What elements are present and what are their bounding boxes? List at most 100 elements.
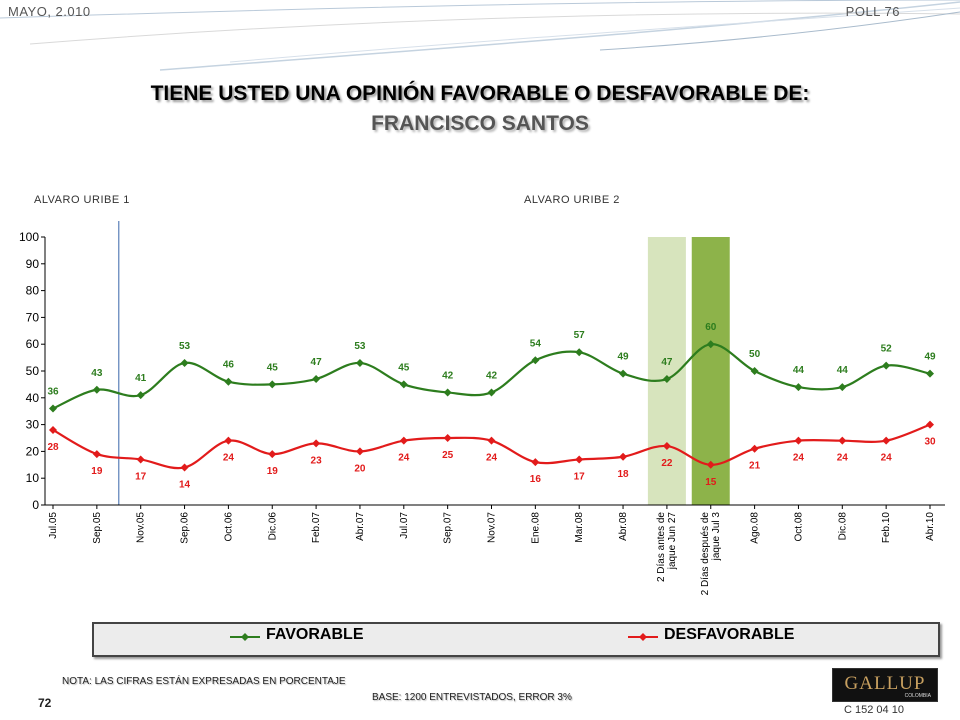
- x-tick-label: 2 Días antes de jaque Jun 27: [656, 512, 678, 582]
- favorable-point: [926, 369, 934, 378]
- desfavorable-data-label: 24: [486, 453, 498, 464]
- favorable-data-label: 49: [924, 352, 936, 363]
- x-tick-label-line: jaque Jul 3: [711, 512, 722, 562]
- desfavorable-point: [180, 463, 189, 472]
- chart-legend: [92, 622, 940, 657]
- desfavorable-data-label: 17: [135, 471, 147, 482]
- x-tick-label: Sep.05: [92, 512, 103, 544]
- period-label-uribe-2: ALVARO URIBE 2: [524, 194, 620, 206]
- favorable-point: [180, 358, 189, 367]
- x-tick-label-line: Abr.08: [618, 512, 629, 541]
- y-tick-label: 80: [26, 284, 40, 298]
- favorable-data-label: 57: [574, 330, 586, 341]
- x-tick-label-line: Sep.05: [92, 512, 103, 544]
- favorable-point: [92, 385, 101, 394]
- desfavorable-data-label: 21: [749, 461, 761, 472]
- y-tick-label: 90: [26, 257, 40, 271]
- desfavorable-point: [355, 447, 364, 456]
- x-tick-label-line: Ago.08: [750, 512, 761, 544]
- x-tick-label: Abr.10: [925, 512, 936, 541]
- desfavorable-point: [268, 450, 277, 459]
- page-number: 72: [38, 696, 52, 710]
- desfavorable-point: [794, 436, 803, 445]
- desfavorable-data-label: 19: [267, 466, 279, 477]
- desfavorable-point: [136, 455, 145, 464]
- favorable-point: [531, 356, 540, 365]
- favorable-data-label: 47: [661, 357, 673, 368]
- x-tick-label: Oct.08: [793, 512, 804, 542]
- x-tick-label: Feb.10: [881, 512, 892, 544]
- y-tick-label: 10: [26, 471, 40, 485]
- favorable-point: [882, 361, 891, 370]
- x-tick-label: Abr.07: [355, 512, 366, 541]
- favorable-point: [619, 369, 628, 378]
- y-tick-label: 40: [26, 391, 40, 405]
- desfavorable-data-label: 24: [223, 453, 235, 464]
- desfavorable-data-label: 18: [617, 469, 629, 480]
- favorable-data-label: 44: [793, 365, 805, 376]
- desfavorable-point: [619, 452, 628, 461]
- x-tick-label-line: Oct.08: [793, 512, 804, 542]
- desfavorable-data-label: 17: [574, 471, 586, 482]
- sample-base-note: BASE: 1200 ENTREVISTADOS, ERROR 3%: [372, 692, 572, 703]
- favorable-point: [706, 340, 715, 349]
- favorable-point: [399, 380, 408, 389]
- favorable-point: [575, 348, 584, 357]
- desfavorable-point: [706, 460, 715, 469]
- x-tick-label: Jul.07: [399, 512, 410, 539]
- favorable-data-label: 45: [267, 362, 279, 373]
- x-tick-label: Nov.05: [136, 512, 147, 543]
- desfavorable-data-label: 20: [354, 463, 366, 474]
- x-tick-label: Feb.07: [311, 512, 322, 544]
- favorable-data-label: 41: [135, 373, 147, 384]
- desfavorable-point: [662, 442, 671, 451]
- favorable-point: [838, 383, 847, 392]
- y-tick-label: 30: [26, 418, 40, 432]
- x-tick-label: Jul.05: [48, 512, 59, 539]
- x-tick-label-line: Jul.05: [48, 512, 59, 539]
- x-tick-label-line: Abr.07: [355, 512, 366, 541]
- x-tick-label-line: Dic.08: [837, 512, 848, 541]
- legend-desfavorable-label: DESFAVORABLE: [664, 626, 795, 643]
- desfavorable-point: [49, 425, 57, 434]
- desfavorable-data-label: 23: [311, 455, 323, 466]
- favorable-data-label: 42: [486, 370, 498, 381]
- logo-wordmark: GALLUP: [844, 673, 926, 694]
- favorable-point: [268, 380, 277, 389]
- y-tick-label: 100: [19, 230, 39, 244]
- legend-desfavorable-marker: [628, 633, 658, 641]
- desfavorable-point: [750, 444, 759, 453]
- desfavorable-point: [312, 439, 321, 448]
- report-date: MAYO, 2.010: [8, 4, 91, 19]
- x-tick-label-line: jaque Jun 27: [667, 512, 678, 571]
- x-tick-label: Ene.08: [530, 512, 541, 544]
- x-tick-label-line: Oct.06: [223, 512, 234, 542]
- x-tick-label: Sep.06: [180, 512, 191, 544]
- x-tick-label: Oct.06: [223, 512, 234, 542]
- x-tick-label: Dic.06: [267, 512, 278, 541]
- desfavorable-point: [838, 436, 847, 445]
- legend-favorable-marker: [230, 633, 260, 641]
- favorable-data-label: 60: [705, 322, 717, 333]
- x-tick-label: Nov.07: [487, 512, 498, 543]
- favorable-point: [443, 388, 452, 397]
- x-tick-label-line: Sep.06: [180, 512, 191, 544]
- favorable-point: [355, 358, 364, 367]
- desfavorable-point: [531, 458, 540, 467]
- favorable-point: [312, 375, 321, 384]
- favorable-data-label: 50: [749, 349, 761, 360]
- desfavorable-data-label: 24: [793, 453, 805, 464]
- y-tick-label: 0: [32, 498, 39, 512]
- x-tick-label-line: Jul.07: [399, 512, 410, 539]
- desfavorable-data-label: 14: [179, 479, 191, 490]
- desfavorable-data-label: 15: [705, 477, 717, 488]
- favorable-data-label: 53: [354, 341, 366, 352]
- desfavorable-data-label: 22: [661, 458, 673, 469]
- x-tick-label: Ago.08: [750, 512, 761, 544]
- desfavorable-data-label: 24: [398, 453, 410, 464]
- desfavorable-data-label: 19: [91, 466, 103, 477]
- x-tick-label: Abr.08: [618, 512, 629, 541]
- favorable-data-label: 46: [223, 360, 235, 371]
- y-tick-label: 60: [26, 337, 40, 351]
